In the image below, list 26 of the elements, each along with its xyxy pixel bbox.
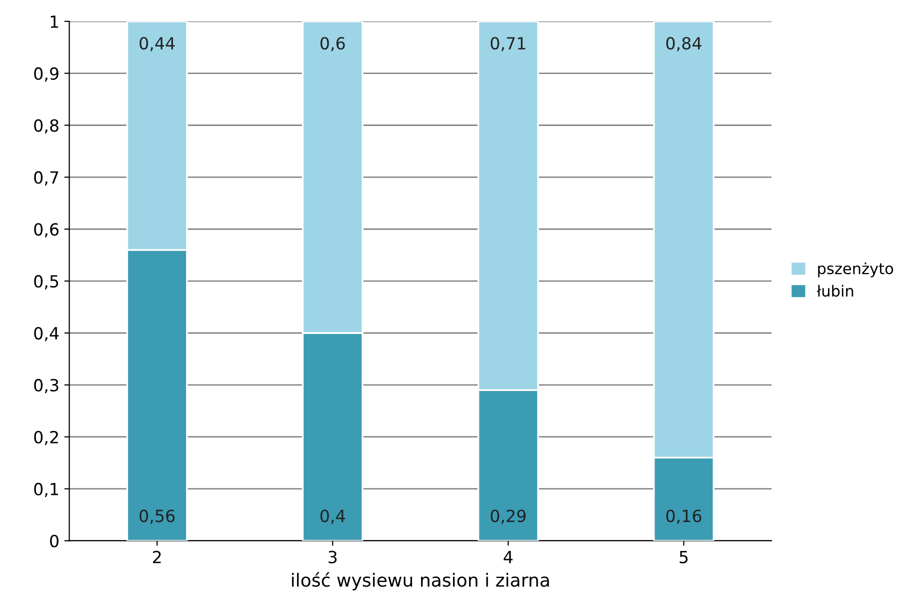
y-tick-label: 0,8 [34, 119, 58, 134]
data-label: 0,71 [490, 36, 526, 52]
data-label: 0,4 [320, 510, 345, 524]
x-tick-label: 4 [504, 550, 513, 564]
x-tick-label: 2 [153, 550, 161, 564]
y-tick-label: 0,6 [34, 223, 59, 238]
data-label: 0,84 [666, 36, 702, 52]
y-tick-label: 0 [50, 534, 58, 548]
y-tick-label: 0,3 [34, 378, 58, 394]
x-tick-label: 5 [680, 550, 688, 564]
legend-label: pszenżyto [818, 262, 894, 278]
y-tick-label: 0,2 [34, 430, 58, 446]
data-label: 0,44 [140, 36, 175, 52]
y-tick-label: 1 [50, 16, 58, 28]
y-tick-label: 0,1 [34, 482, 58, 498]
data-label: 0,29 [490, 510, 526, 524]
data-label: 0,56 [140, 510, 175, 524]
data-label: 0,6 [320, 36, 345, 52]
x-axis-title: ilość wysiewu nasion i ziarna [292, 572, 549, 590]
y-tick-label: 0,5 [34, 275, 58, 290]
legend-label: łubin [816, 284, 854, 297]
y-tick-label: 0,7 [34, 171, 58, 186]
x-tick-label: 3 [328, 550, 337, 564]
y-tick-label: 0,4 [34, 326, 59, 342]
y-tick-label: 0,9 [34, 67, 58, 82]
data-label: 0,16 [666, 510, 702, 524]
